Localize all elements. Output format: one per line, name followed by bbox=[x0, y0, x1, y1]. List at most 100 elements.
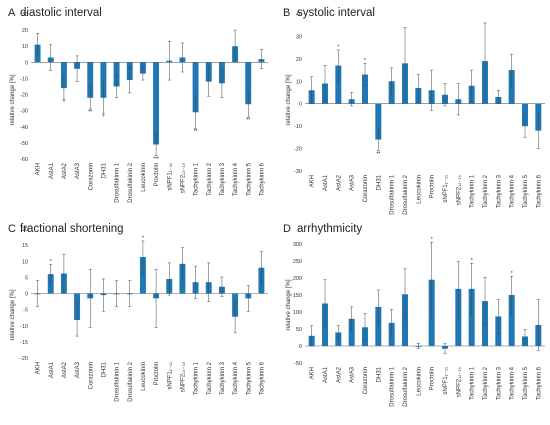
y-tick-label: -40 bbox=[20, 125, 28, 131]
category-label: AstA2 bbox=[336, 366, 342, 383]
category-label: sNPF2₁₂₋₁₉ bbox=[180, 361, 186, 392]
y-tick-label: -30 bbox=[294, 169, 302, 175]
category-label: Tachykinin 5 bbox=[246, 162, 252, 196]
significance-star: ** bbox=[246, 118, 250, 124]
y-tick-label: 50 bbox=[296, 327, 302, 333]
y-tick-label: -50 bbox=[294, 361, 302, 367]
category-label: Tachykinin 2 bbox=[483, 174, 489, 208]
bar bbox=[402, 294, 408, 346]
category-label: Drosulfakinin 2 bbox=[128, 162, 134, 202]
category-label: Corazonin bbox=[363, 367, 369, 394]
y-tick-label: 20 bbox=[296, 57, 302, 63]
category-label: Tachykinin 6 bbox=[536, 366, 542, 400]
y-tick-label: 0 bbox=[25, 60, 28, 66]
category-label: Tachykinin 4 bbox=[510, 174, 516, 208]
category-label: Drosulfakinin 1 bbox=[390, 366, 396, 406]
y-tick-label: 0 bbox=[299, 344, 302, 350]
category-label: sNPF1₁₋₁₁ bbox=[443, 175, 449, 203]
significance-star: * bbox=[50, 259, 52, 265]
category-label: Tachykinin 5 bbox=[246, 361, 252, 395]
category-label: AstA2 bbox=[62, 162, 68, 179]
y-tick-label: 150 bbox=[293, 293, 302, 299]
category-label: Tachykinin 4 bbox=[233, 361, 239, 395]
y-axis-label: relative change [%] bbox=[10, 289, 16, 340]
bar bbox=[508, 70, 515, 104]
significance-star: ** bbox=[376, 151, 380, 157]
y-tick-label: 30 bbox=[296, 34, 302, 40]
category-label: Tachykinin 3 bbox=[496, 366, 502, 400]
category-label: Corazonin bbox=[88, 163, 94, 190]
y-tick-label: 40 bbox=[296, 12, 302, 18]
panel-c: C fractional shortening relative change … bbox=[8, 223, 268, 402]
bar bbox=[468, 288, 475, 346]
y-tick-label: -10 bbox=[294, 124, 302, 130]
category-label: Drosulfakinin 2 bbox=[403, 366, 409, 406]
y-tick-label: -10 bbox=[20, 324, 28, 330]
category-label: AstA2 bbox=[62, 361, 68, 378]
y-tick-label: 5 bbox=[25, 275, 28, 281]
category-label: Drosulfakinin 1 bbox=[115, 162, 121, 202]
category-label: Proctolin bbox=[430, 175, 436, 198]
y-axis-label: relative change [%] bbox=[10, 74, 16, 125]
y-tick-label: -20 bbox=[294, 147, 302, 153]
category-label: Tachykinin 1 bbox=[470, 366, 476, 400]
category-label: Tachykinin 3 bbox=[220, 162, 226, 196]
y-tick-label: -60 bbox=[20, 157, 28, 163]
category-label: Leucokinin bbox=[141, 362, 147, 391]
y-tick-label: -20 bbox=[20, 93, 28, 99]
category-label: DH31 bbox=[101, 162, 107, 178]
y-tick-label: 250 bbox=[293, 259, 302, 265]
y-tick-label: 10 bbox=[22, 259, 28, 265]
category-label: Tachykinin 2 bbox=[207, 162, 213, 196]
category-label: Drosulfakinin 2 bbox=[403, 174, 409, 214]
significance-star: ** bbox=[88, 110, 92, 116]
plot-area: -50 0 50 100 150 200 250 300 AKH AstA1 AstA2 AstA3 C… bbox=[293, 237, 545, 407]
y-tick-label: 100 bbox=[293, 310, 302, 316]
significance-star: * bbox=[511, 271, 513, 277]
category-label: Tachykinin 5 bbox=[523, 366, 529, 400]
panel-b: B systolic interval relative change [%] … bbox=[283, 7, 545, 215]
significance-star: * bbox=[337, 44, 339, 50]
category-label: Tachykinin 4 bbox=[510, 366, 516, 400]
category-label: Corazonin bbox=[363, 175, 369, 202]
y-axis-label: relative change [%] bbox=[286, 74, 292, 125]
bar bbox=[375, 306, 382, 346]
category-label: Drosulfakinin 2 bbox=[128, 361, 134, 401]
category-label: DH31 bbox=[101, 361, 107, 377]
category-label: AKH bbox=[36, 362, 42, 374]
category-label: AstA3 bbox=[75, 162, 81, 179]
category-label: Tachykinin 3 bbox=[220, 361, 226, 395]
category-label: Tachykinin 1 bbox=[194, 162, 200, 196]
category-label: Tachykinin 4 bbox=[233, 162, 239, 196]
category-label: AstA1 bbox=[323, 366, 329, 383]
significance-star: * bbox=[102, 114, 104, 120]
panel-d: D arrhythmicity relative change [%] -50 0… bbox=[283, 223, 545, 407]
category-label: Proctolin bbox=[154, 163, 160, 186]
panel-letter: D bbox=[283, 223, 291, 235]
significance-star: *** bbox=[153, 156, 159, 162]
y-tick-label: 15 bbox=[22, 243, 28, 249]
category-label: AstA3 bbox=[75, 361, 81, 378]
bar bbox=[455, 288, 462, 346]
y-tick-label: 30 bbox=[22, 12, 28, 18]
y-tick-label: -50 bbox=[20, 141, 28, 147]
bar bbox=[335, 65, 342, 104]
category-label: DH31 bbox=[376, 366, 382, 382]
significance-star: * bbox=[364, 58, 366, 64]
category-label: sNPF1₁₋₁₁ bbox=[443, 367, 449, 395]
significance-star: * bbox=[63, 100, 65, 106]
category-label: sNPF2₁₂₋₁₉ bbox=[180, 162, 186, 193]
panel-letter: C bbox=[8, 223, 16, 235]
bar bbox=[113, 62, 120, 87]
category-label: Drosulfakinin 1 bbox=[390, 174, 396, 214]
panel-title: arrhythmicity bbox=[297, 223, 362, 235]
category-label: Proctolin bbox=[430, 367, 436, 390]
bar bbox=[348, 318, 355, 346]
y-axis-label: relative change [%] bbox=[286, 279, 292, 330]
bar bbox=[375, 103, 382, 140]
panel-letter: A bbox=[8, 7, 16, 19]
y-tick-label: -10 bbox=[20, 76, 28, 82]
panel-letter: B bbox=[283, 7, 290, 19]
y-tick-label: 300 bbox=[293, 242, 302, 248]
bar bbox=[192, 62, 199, 113]
